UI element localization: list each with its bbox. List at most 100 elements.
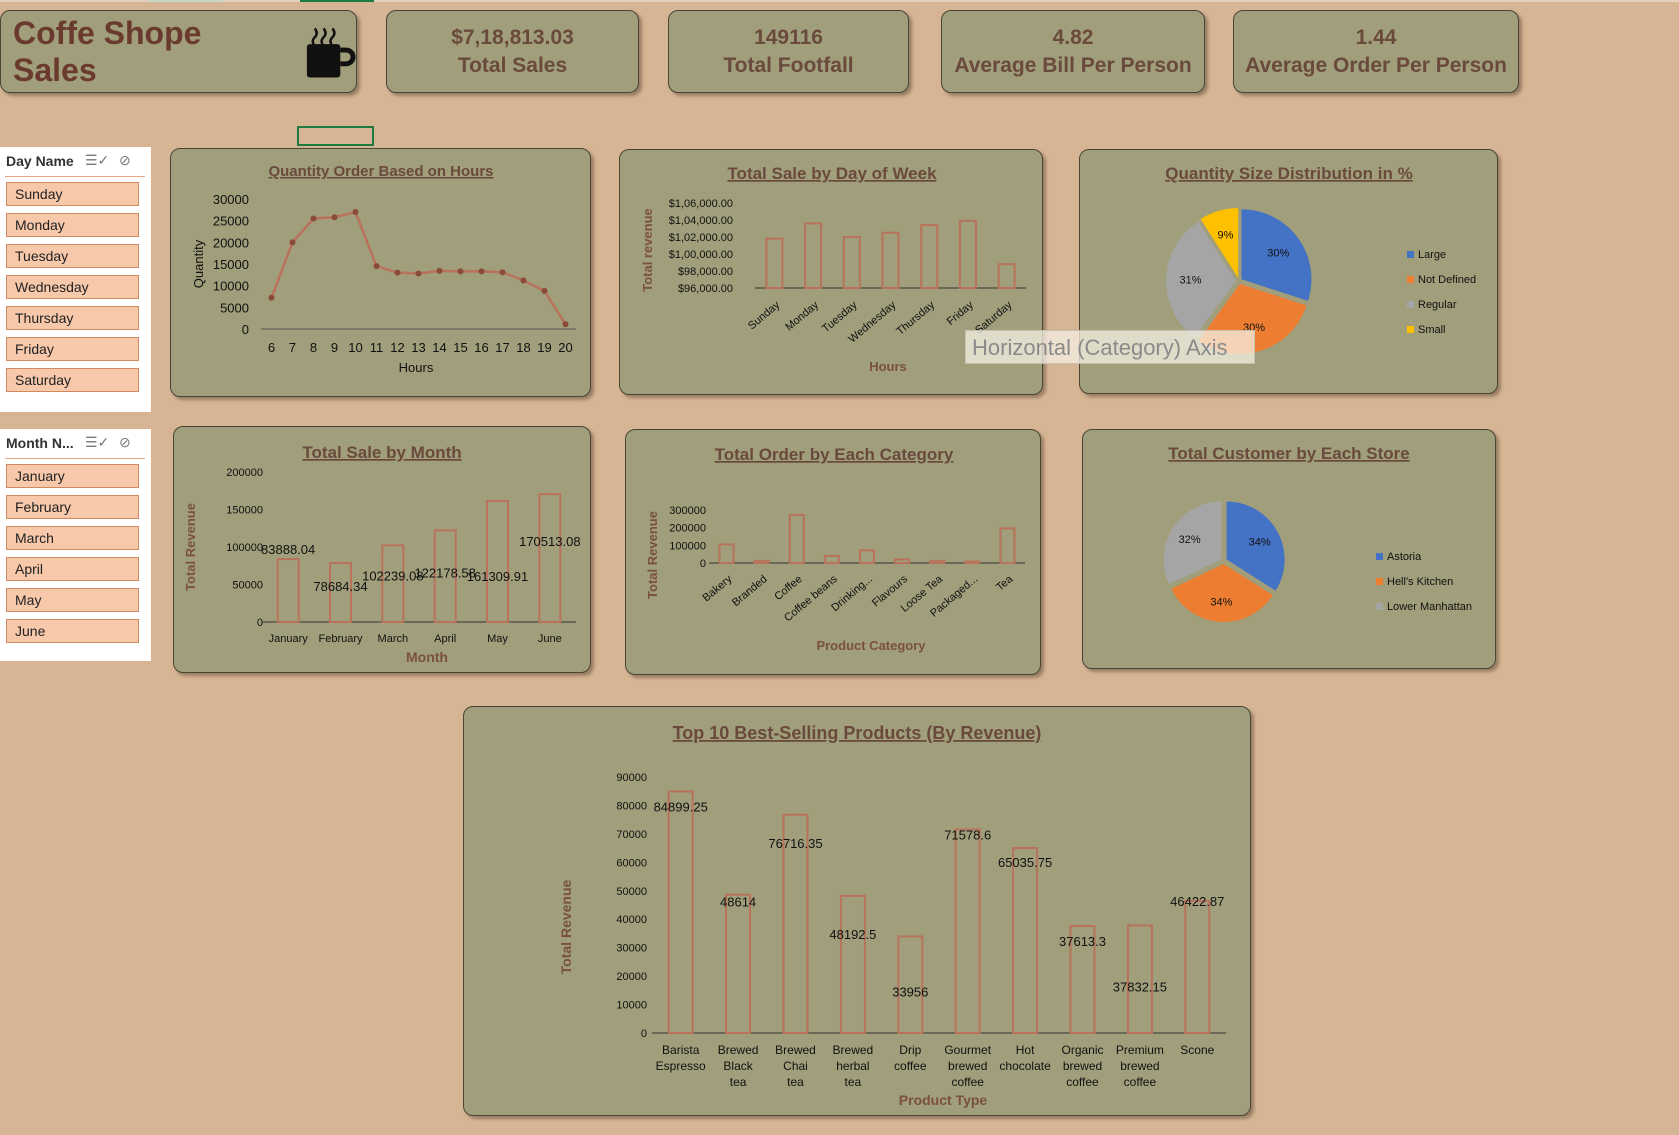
bar xyxy=(782,813,809,1034)
y-tick-label: 60000 xyxy=(616,857,647,869)
x-tick-label: Coffee xyxy=(772,573,804,603)
x-tick-label: 14 xyxy=(432,340,446,355)
y-tick-label: 50000 xyxy=(232,580,263,592)
data-label: 102239.08 xyxy=(362,568,423,583)
kpi-value: 4.82 xyxy=(1052,25,1094,49)
x-tick-label: Organic xyxy=(1061,1043,1103,1057)
slice-label: 34% xyxy=(1249,536,1271,548)
category-chart-card[interactable]: Total Order by Each Category 0 100000 20000… xyxy=(625,429,1041,675)
data-point xyxy=(331,214,338,221)
bar xyxy=(718,543,735,564)
x-tick-label: 10 xyxy=(348,340,362,355)
data-label: 122178.58 xyxy=(414,565,475,580)
x-tick-label: June xyxy=(538,633,562,645)
multi-select-icon[interactable]: ☰✓ xyxy=(85,152,110,168)
x-tick-label: Barista xyxy=(662,1043,700,1057)
y-tick-label: 90000 xyxy=(616,772,647,784)
slicer-item-sunday[interactable]: Sunday xyxy=(6,182,139,206)
legend-entry: Astoria xyxy=(1387,551,1422,563)
x-tick-label: 12 xyxy=(390,340,404,355)
x-tick-label: tea xyxy=(845,1075,862,1089)
bar xyxy=(667,790,694,1034)
slicer-item-march[interactable]: March xyxy=(6,526,139,550)
x-tick-label: May xyxy=(487,633,508,645)
legend-entry: Lower Manhattan xyxy=(1387,601,1472,613)
slicer-item-january[interactable]: January xyxy=(6,464,139,488)
clear-filter-icon[interactable]: ⊘ xyxy=(119,434,131,450)
chart-title: Quantity Size Distribution in % xyxy=(1165,164,1412,183)
y-tick-label: 25000 xyxy=(213,214,249,229)
clear-filter-icon[interactable]: ⊘ xyxy=(119,152,131,168)
y-tick-label: 50000 xyxy=(616,886,647,898)
y-tick-label: 100000 xyxy=(226,542,263,554)
slicer-item-april[interactable]: April xyxy=(6,557,139,581)
kpi-average-bill: 4.82 Average Bill Per Person xyxy=(941,10,1205,93)
bar xyxy=(920,224,939,289)
data-label: 76716.35 xyxy=(768,836,822,851)
sheet-tab-indicator xyxy=(148,0,223,2)
slicer-item-wednesday[interactable]: Wednesday xyxy=(6,275,139,299)
data-label: 71578.6 xyxy=(944,827,991,842)
bar xyxy=(997,263,1016,289)
bar xyxy=(881,231,900,289)
slicer-item-tuesday[interactable]: Tuesday xyxy=(6,244,139,268)
series-line xyxy=(270,210,567,325)
store-chart-card[interactable]: Total Customer by Each Store 34% 34% 32% Ast… xyxy=(1082,429,1496,669)
bar xyxy=(765,237,784,289)
slicer-item-saturday[interactable]: Saturday xyxy=(6,368,139,392)
spreadsheet-top-edge xyxy=(0,0,1679,2)
chart-title: Top 10 Best-Selling Products (By Revenue… xyxy=(673,723,1042,743)
legend-swatch xyxy=(1407,301,1414,308)
x-tick-label: 9 xyxy=(331,340,338,355)
x-tick-label: coffee xyxy=(1066,1075,1099,1089)
size-pie-chart: Quantity Size Distribution in %30%30%31%… xyxy=(1165,164,1476,354)
month-chart-card[interactable]: Total Sale by Month 0 50000 100000 150000 200… xyxy=(173,426,591,673)
y-tick-label: 20000 xyxy=(213,235,249,250)
bar xyxy=(839,894,866,1034)
x-tick-label: Thursday xyxy=(894,299,937,338)
hours-chart-card[interactable]: Quantity Order Based on Hours 0 5000 10000 1… xyxy=(170,148,591,397)
legend-entry: Regular xyxy=(1418,299,1457,311)
slicer-divider xyxy=(5,176,145,177)
slicer-item-may[interactable]: May xyxy=(6,588,139,612)
active-column-indicator xyxy=(300,0,374,2)
bar xyxy=(1012,847,1039,1034)
bar xyxy=(1069,925,1096,1035)
slicer-item-friday[interactable]: Friday xyxy=(6,337,139,361)
x-axis-title: Product Category xyxy=(816,638,926,653)
bar xyxy=(954,828,981,1034)
multi-select-icon[interactable]: ☰✓ xyxy=(85,434,110,450)
bar xyxy=(538,493,562,623)
x-axis-title: Month xyxy=(406,649,448,665)
y-axis-title: Total Revenue xyxy=(183,503,198,591)
bar xyxy=(894,558,911,564)
slicer-item-february[interactable]: February xyxy=(6,495,139,519)
legend-entry: Not Defined xyxy=(1418,274,1476,286)
y-tick-label: 200000 xyxy=(669,523,706,535)
y-tick-label: 10000 xyxy=(213,279,249,294)
x-tick-label: tea xyxy=(787,1075,804,1089)
selected-cell[interactable] xyxy=(297,126,374,146)
data-point xyxy=(289,239,296,246)
axis-tooltip: Horizontal (Category) Axis xyxy=(965,330,1255,364)
y-tick-label: $96,000.00 xyxy=(678,283,733,295)
x-tick-label: coffee xyxy=(1124,1075,1157,1089)
data-point xyxy=(415,270,422,277)
x-tick-label: Chai xyxy=(783,1059,808,1073)
x-tick-label: Espresso xyxy=(656,1059,706,1073)
y-tick-label: 300000 xyxy=(669,505,706,517)
x-tick-label: coffee xyxy=(894,1059,927,1073)
data-point xyxy=(562,321,569,328)
x-tick-label: Brewed xyxy=(775,1043,816,1057)
chart-title: Total Sale by Month xyxy=(302,443,461,462)
data-point xyxy=(310,215,317,222)
bar xyxy=(823,554,840,565)
slicer-item-thursday[interactable]: Thursday xyxy=(6,306,139,330)
slicer-item-june[interactable]: June xyxy=(6,619,139,643)
x-tick-label: Gourmet xyxy=(944,1043,991,1057)
legend-entry: Large xyxy=(1418,249,1446,261)
y-tick-label: 20000 xyxy=(616,971,647,983)
slicer-item-monday[interactable]: Monday xyxy=(6,213,139,237)
products-chart-card[interactable]: Top 10 Best-Selling Products (By Revenue… xyxy=(463,706,1251,1116)
bar xyxy=(964,560,981,565)
